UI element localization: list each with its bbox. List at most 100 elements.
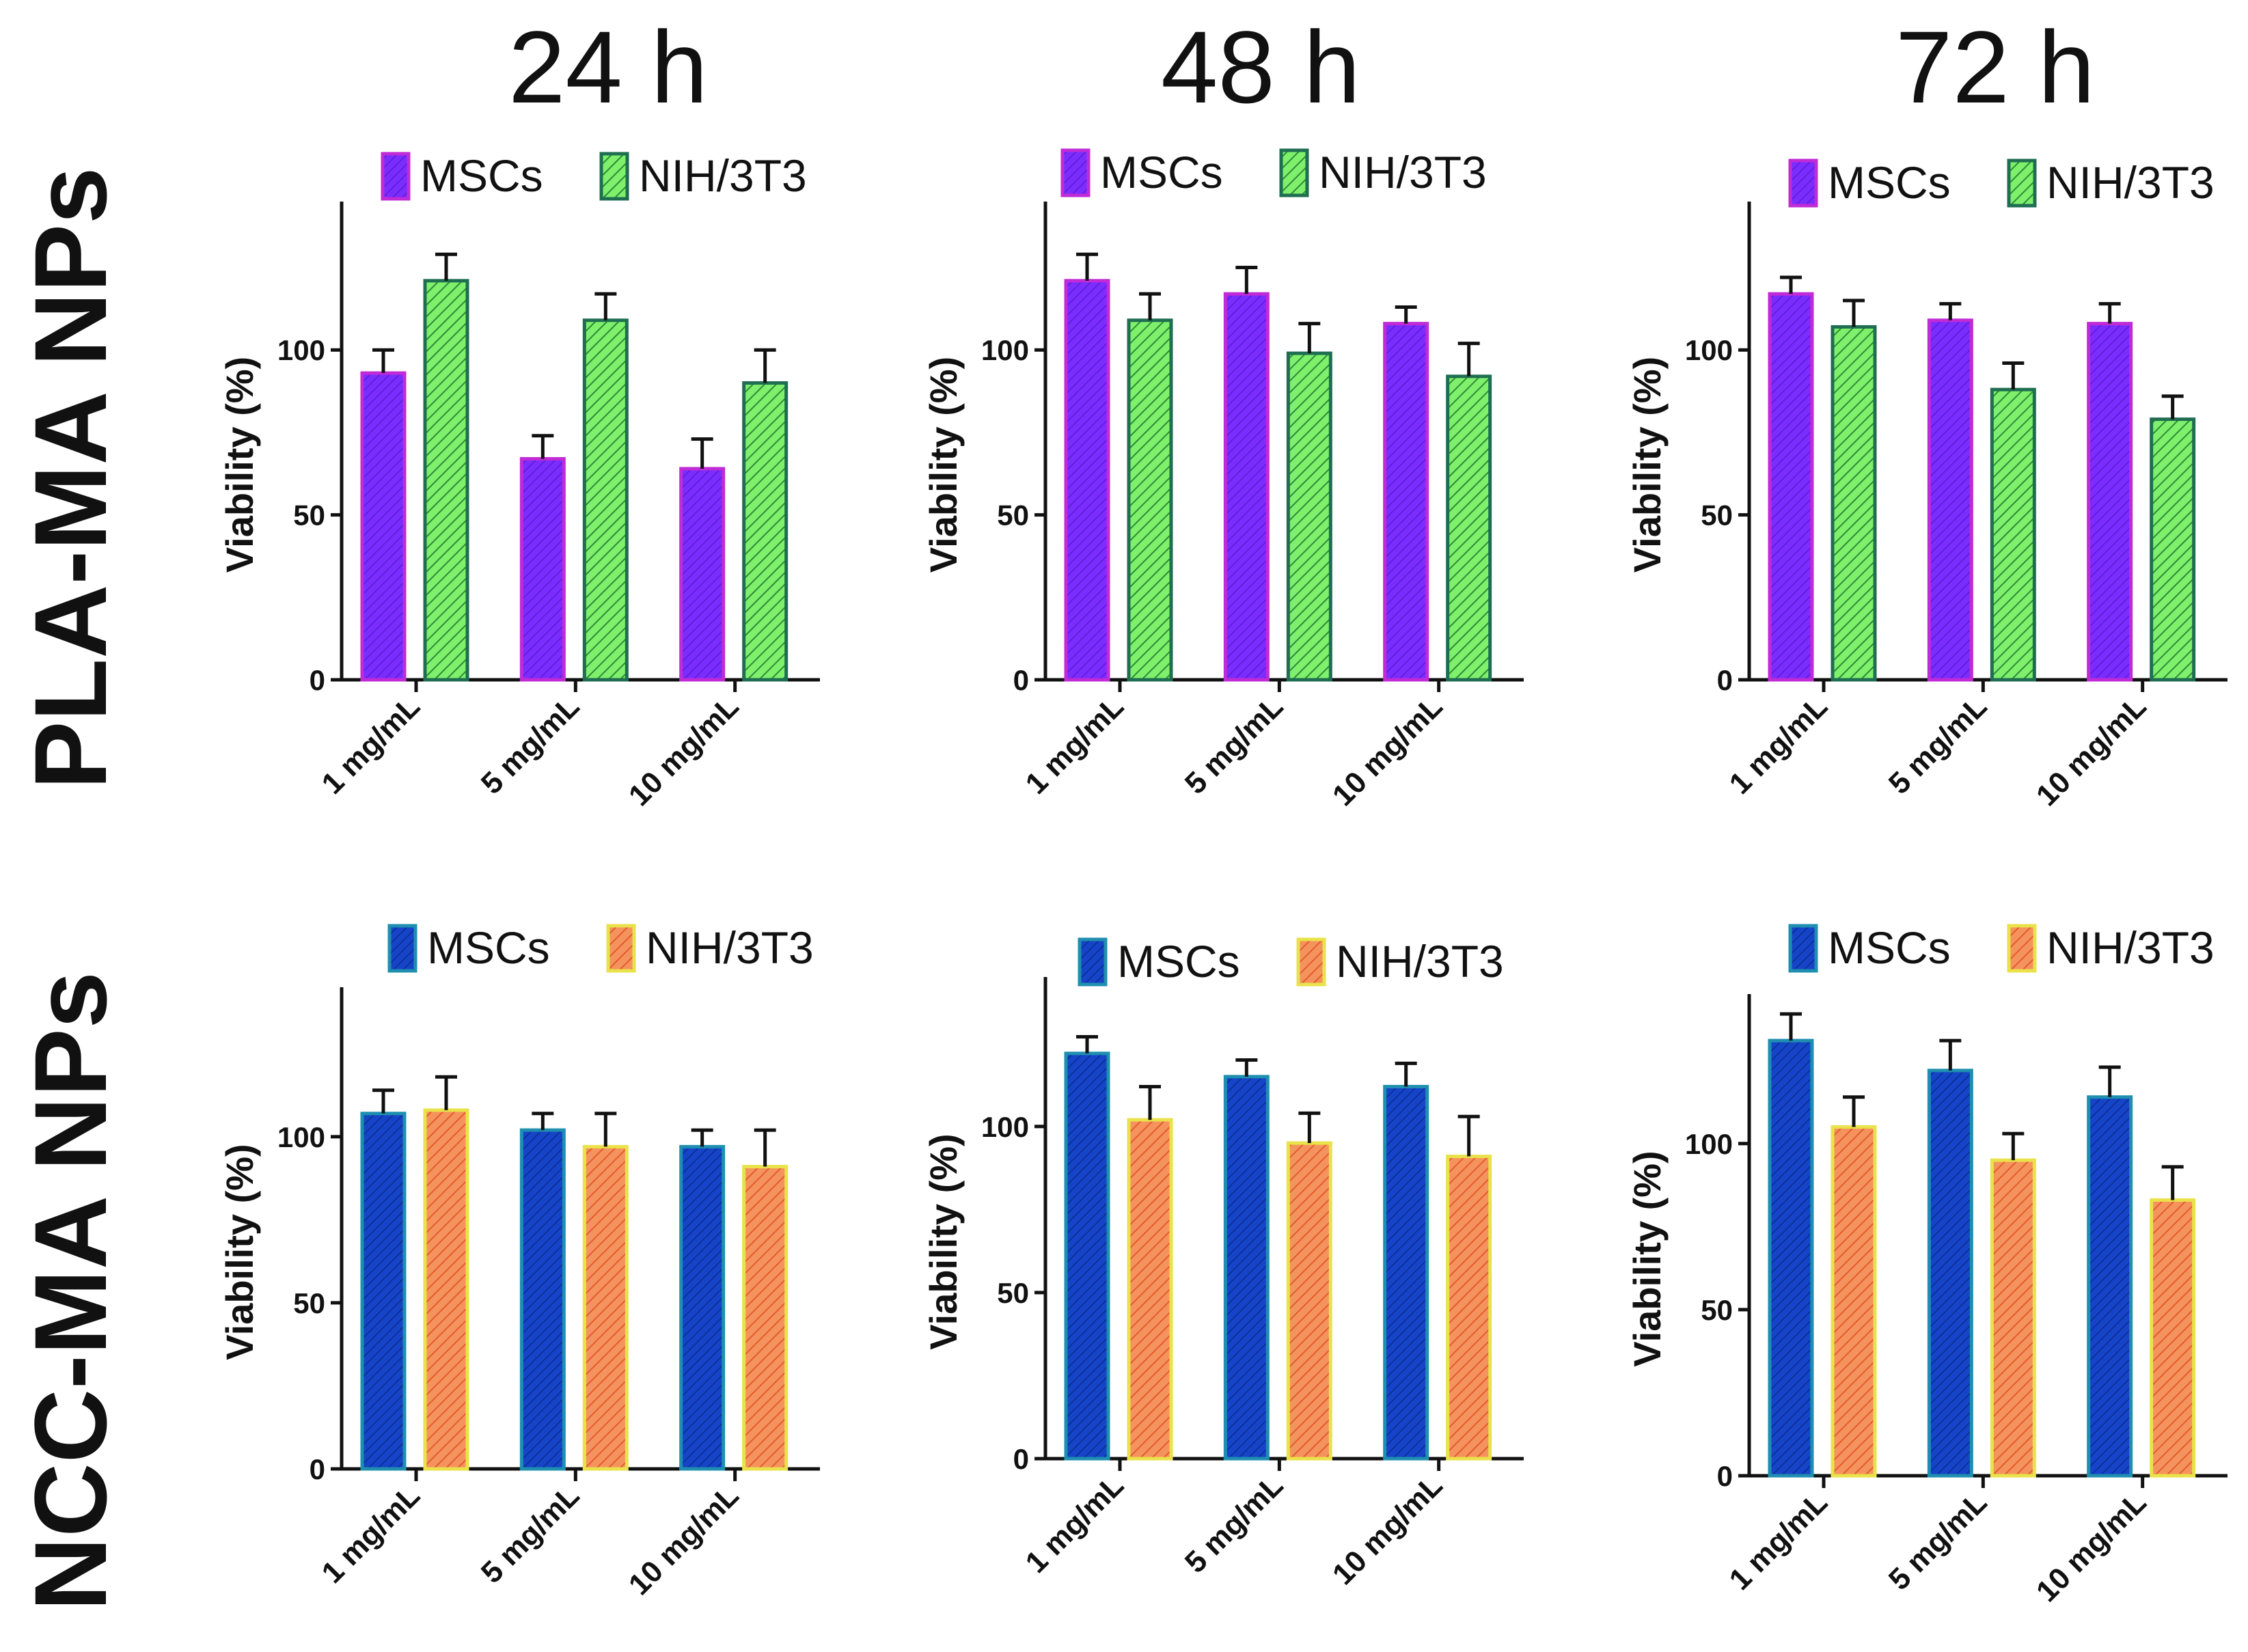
legend-label-nih3t3: NIH/3T3 <box>1336 936 1504 987</box>
bar-mscs <box>1064 279 1110 682</box>
chart-panel-2: 0 50 100 Viability (%) 1 mg/mL 5 mg/mL 10 mg/m… <box>922 147 1524 812</box>
chart-panels: 0 50 100 Viability (%) 1 mg/mL 5 mg/mL 10 mg/m… <box>218 147 2228 1608</box>
y-axis-label: Viability (%) <box>922 357 965 573</box>
y-tick-label: 100 <box>1685 334 1733 366</box>
x-tick-label: 1 mg/mL <box>1723 1485 1834 1597</box>
bar-mscs <box>519 1128 566 1471</box>
chart-panel-6: 0 50 100 Viability (%) 1 mg/mL 5 mg/mL 10 mg/m… <box>1626 922 2228 1608</box>
y-tick-label: 50 <box>1701 1294 1733 1326</box>
legend-label-nih3t3: NIH/3T3 <box>1319 147 1487 197</box>
y-tick-label: 50 <box>997 1277 1029 1309</box>
y-tick-label: 0 <box>1013 1443 1029 1475</box>
y-tick-label: 100 <box>981 334 1029 366</box>
bar-mscs <box>679 467 726 682</box>
y-tick-label: 50 <box>1701 499 1733 532</box>
legend-label-mscs: MSCs <box>1100 147 1223 197</box>
bar-mscs <box>1927 1069 1973 1478</box>
y-axis-label: Viability (%) <box>218 357 261 573</box>
y-tick-label: 0 <box>1717 664 1733 696</box>
legend-label-nih3t3: NIH/3T3 <box>646 922 814 973</box>
legend-swatch-nih3t3 <box>606 924 636 973</box>
bar-mscs <box>2087 322 2133 682</box>
bar-nih3t3 <box>1990 1158 2036 1478</box>
legend-swatch-mscs <box>1788 924 1818 973</box>
x-tick-label: 5 mg/mL <box>1179 1468 1290 1580</box>
bar-mscs <box>519 457 566 682</box>
x-tick-label: 1 mg/mL <box>1019 1468 1130 1580</box>
x-tick-label: 10 mg/mL <box>1326 689 1449 812</box>
legend-swatch-mscs <box>1078 937 1108 987</box>
column-title-24h: 24 h <box>508 10 708 124</box>
legend-label-mscs: MSCs <box>1828 922 1951 973</box>
y-tick-label: 0 <box>1717 1460 1733 1492</box>
bar-mscs <box>1223 1075 1270 1461</box>
y-tick-label: 0 <box>310 1453 325 1485</box>
legend-swatch-nih3t3 <box>1279 148 1309 197</box>
bar-nih3t3 <box>1446 1155 1492 1461</box>
x-tick-label: 1 mg/mL <box>315 1478 426 1590</box>
bar-mscs <box>360 371 407 682</box>
x-tick-label: 10 mg/mL <box>2030 1485 2153 1608</box>
chart-panel-3: 0 50 100 Viability (%) 1 mg/mL 5 mg/mL 10 mg/m… <box>1626 157 2228 812</box>
x-tick-label: 10 mg/mL <box>622 689 745 812</box>
y-axis-label: Viability (%) <box>1626 1151 1669 1366</box>
y-tick-label: 100 <box>277 334 325 366</box>
bar-nih3t3 <box>742 381 789 682</box>
legend-label-nih3t3: NIH/3T3 <box>2046 157 2215 208</box>
chart-panel-1: 0 50 100 Viability (%) 1 mg/mL 5 mg/mL 10 mg/m… <box>218 150 820 812</box>
legend-swatch-mscs <box>387 924 417 973</box>
bar-mscs <box>679 1144 726 1471</box>
y-tick-label: 50 <box>293 499 325 532</box>
bar-nih3t3 <box>423 1108 469 1471</box>
legend-swatch-nih3t3 <box>2007 924 2037 973</box>
row-title-pla-ma: PLA-MA NPs <box>13 167 128 789</box>
x-tick-label: 1 mg/mL <box>315 689 426 801</box>
x-tick-label: 10 mg/mL <box>622 1478 745 1601</box>
bar-nih3t3 <box>582 1144 629 1471</box>
column-title-48h: 48 h <box>1161 10 1360 124</box>
y-tick-label: 100 <box>277 1121 325 1153</box>
bar-nih3t3 <box>423 279 469 682</box>
bar-nih3t3 <box>1286 351 1332 682</box>
row-title-ncc-ma: NCC-MA NPs <box>13 972 128 1611</box>
bar-mscs <box>1927 318 1973 682</box>
y-axis-label: Viability (%) <box>1626 357 1669 573</box>
legend-label-mscs: MSCs <box>420 150 543 201</box>
bar-mscs <box>2087 1095 2133 1478</box>
bar-mscs <box>1768 292 1814 682</box>
bar-nih3t3 <box>1831 325 1877 682</box>
x-tick-label: 5 mg/mL <box>1179 689 1290 801</box>
bar-nih3t3 <box>2150 1198 2196 1478</box>
bar-mscs <box>1383 1084 1429 1461</box>
legend-label-mscs: MSCs <box>1828 157 1951 208</box>
bar-nih3t3 <box>1286 1141 1332 1461</box>
x-tick-label: 5 mg/mL <box>1882 1485 1994 1597</box>
y-tick-label: 50 <box>293 1287 325 1319</box>
y-tick-label: 50 <box>997 499 1029 532</box>
y-tick-label: 0 <box>1013 664 1029 696</box>
legend-swatch-mscs <box>1060 148 1091 197</box>
chart-panel-4: 0 50 100 Viability (%) 1 mg/mL 5 mg/mL 10 mg/m… <box>218 922 820 1601</box>
legend-label-mscs: MSCs <box>1117 936 1240 987</box>
y-tick-label: 0 <box>310 664 325 696</box>
x-tick-label: 5 mg/mL <box>475 689 586 801</box>
bar-mscs <box>1383 322 1429 682</box>
y-axis-label: Viability (%) <box>218 1144 261 1360</box>
bar-nih3t3 <box>1990 387 2036 682</box>
bar-mscs <box>360 1112 407 1471</box>
bar-nih3t3 <box>1127 318 1173 682</box>
legend-label-nih3t3: NIH/3T3 <box>639 150 807 201</box>
x-tick-label: 5 mg/mL <box>1882 689 1994 801</box>
legend-swatch-nih3t3 <box>1296 937 1326 987</box>
chart-panel-5: 0 50 100 Viability (%) 1 mg/mL 5 mg/mL 10 mg/m… <box>922 936 1524 1591</box>
bar-nih3t3 <box>582 318 629 682</box>
y-tick-label: 100 <box>981 1111 1029 1143</box>
bar-nih3t3 <box>742 1165 789 1471</box>
x-tick-label: 1 mg/mL <box>1723 689 1834 801</box>
x-tick-label: 5 mg/mL <box>475 1478 586 1590</box>
y-tick-label: 100 <box>1685 1128 1733 1160</box>
x-tick-label: 1 mg/mL <box>1019 689 1130 801</box>
bar-nih3t3 <box>1831 1125 1877 1478</box>
bar-mscs <box>1768 1038 1814 1478</box>
